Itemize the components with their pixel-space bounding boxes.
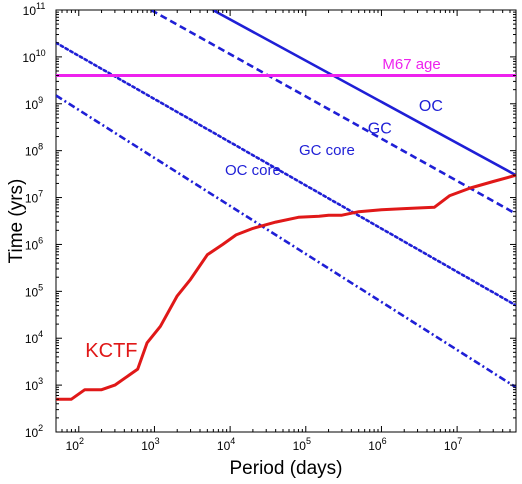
annotation-gc-core: GC core [299, 142, 355, 159]
series-line-oc [212, 10, 516, 177]
tick-layer: 102 103 104 105 106 107 102 103 104 105 106 107 108 1… [22, 1, 517, 453]
series-line-oc-core [56, 94, 516, 389]
y-tick-label: 109 [25, 95, 43, 112]
annotation-layer: M67 age OC GC GC core OC core KCTF [85, 56, 443, 362]
y-axis-label: Time (yrs) [6, 179, 27, 264]
x-tick-label: 105 [293, 436, 311, 453]
y-tick-label: 104 [25, 329, 43, 346]
y-tick-label: 105 [25, 282, 43, 299]
plot-frame [55, 9, 517, 433]
y-tick-label: 1011 [23, 1, 46, 18]
annotation-gc: GC [368, 121, 392, 138]
x-tick-label: 104 [217, 436, 235, 453]
annotation-oc: OC [419, 98, 443, 115]
x-tick-label: 102 [66, 436, 84, 453]
y-tick-label: 106 [25, 235, 43, 252]
plot-area [55, 9, 517, 433]
annotation-kctf: KCTF [85, 340, 137, 362]
x-tick-label: 107 [444, 436, 462, 453]
series-line-gc [150, 10, 516, 215]
series-layer [56, 10, 516, 401]
y-tick-label: 108 [25, 142, 43, 159]
annotation-m67-age: M67 age [382, 56, 440, 73]
series-line-kctf [56, 173, 516, 401]
y-tick-label: 107 [25, 189, 43, 206]
x-tick-label: 103 [141, 436, 159, 453]
series-line-gc-core [56, 41, 516, 307]
annotation-oc-core: OC core [225, 162, 281, 179]
x-tick-label: 106 [368, 436, 386, 453]
y-tick-label: 1010 [22, 48, 45, 65]
y-tick-label: 102 [25, 423, 43, 440]
x-axis-label: Period (days) [230, 458, 343, 479]
y-tick-label: 103 [25, 376, 43, 393]
